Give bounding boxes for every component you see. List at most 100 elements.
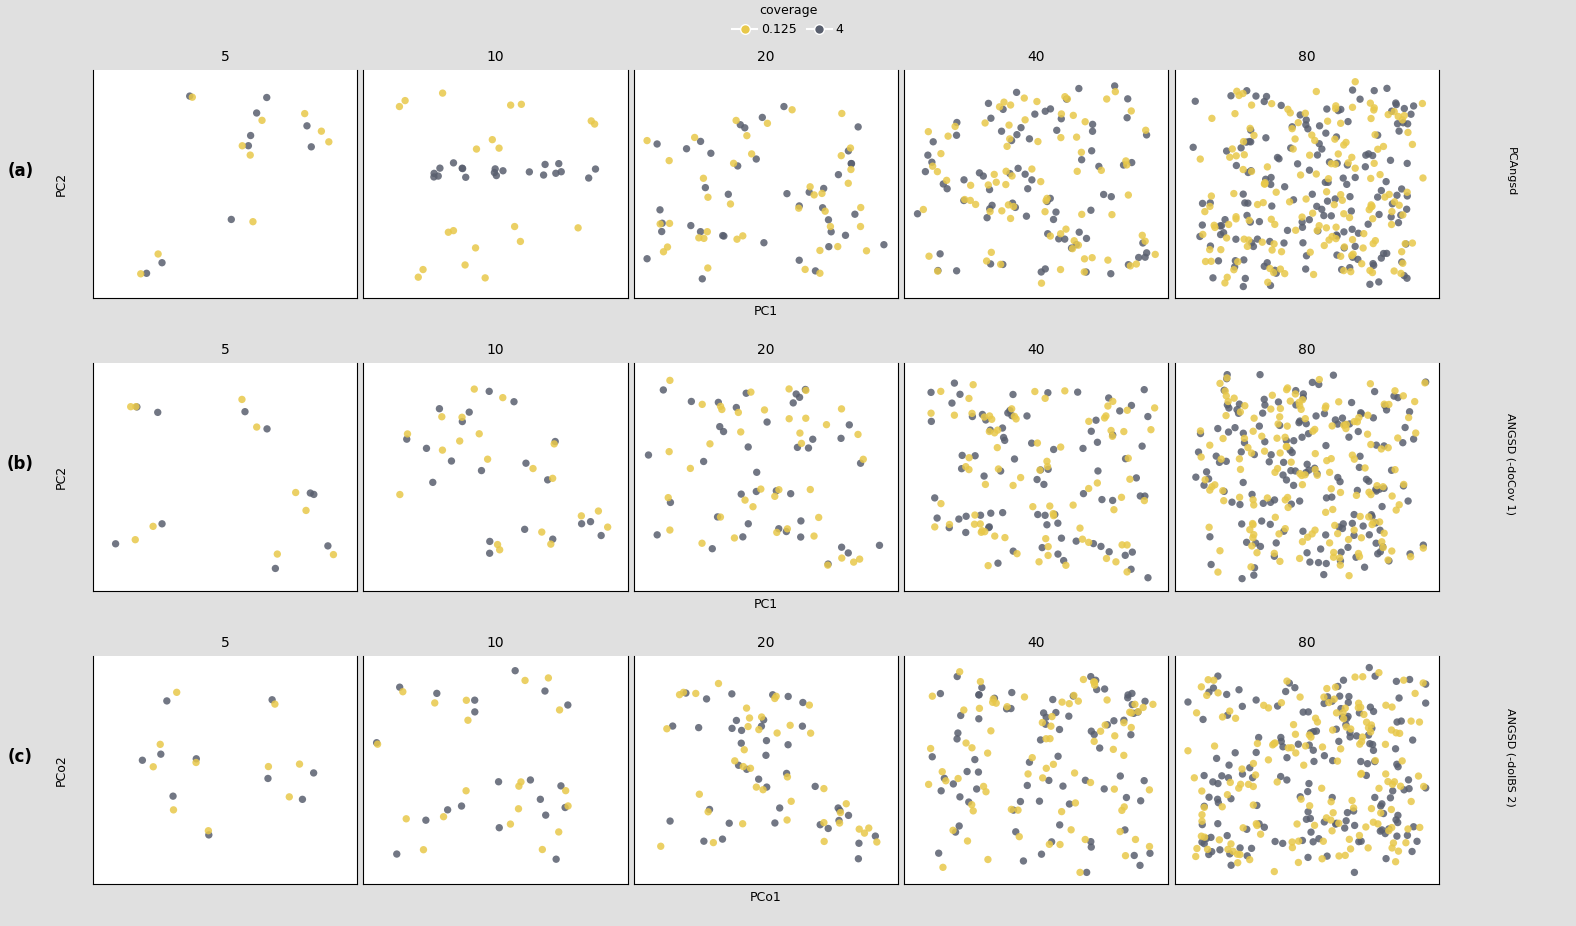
Point — [1240, 493, 1266, 507]
Point — [1303, 167, 1329, 181]
Point — [920, 134, 946, 149]
Point — [1359, 487, 1384, 502]
Point — [1062, 795, 1087, 810]
Point — [1012, 690, 1037, 705]
Point — [1392, 269, 1417, 283]
Point — [947, 664, 972, 679]
Point — [1362, 156, 1387, 170]
Point — [1327, 474, 1352, 489]
Point — [1295, 426, 1321, 441]
Point — [1228, 490, 1253, 505]
Point — [716, 187, 741, 202]
Point — [1064, 130, 1089, 144]
Point — [1196, 519, 1221, 534]
Point — [1314, 102, 1340, 117]
Point — [1218, 775, 1243, 790]
Point — [1195, 688, 1220, 703]
Point — [872, 237, 897, 252]
Point — [262, 696, 287, 711]
Point — [1015, 408, 1040, 423]
Point — [1032, 104, 1057, 119]
Text: ANGSD (-doCov 1): ANGSD (-doCov 1) — [1505, 413, 1516, 515]
Point — [161, 803, 186, 818]
Point — [947, 387, 972, 402]
Point — [834, 796, 859, 811]
Point — [1321, 368, 1346, 382]
Point — [1023, 384, 1048, 399]
Point — [1034, 518, 1059, 532]
Point — [1384, 97, 1409, 112]
Point — [1254, 275, 1280, 290]
Point — [1048, 106, 1073, 121]
Point — [983, 695, 1009, 710]
Point — [1108, 824, 1133, 839]
Point — [1228, 497, 1253, 512]
Point — [1191, 769, 1217, 783]
Point — [1395, 494, 1420, 508]
Point — [1065, 694, 1091, 708]
Point — [1363, 483, 1388, 498]
Point — [1009, 470, 1034, 485]
Point — [928, 246, 953, 261]
Point — [780, 395, 805, 410]
Point — [1384, 503, 1409, 518]
Point — [994, 699, 1020, 714]
Point — [936, 520, 961, 535]
Point — [1360, 257, 1385, 271]
Point — [1303, 84, 1329, 99]
Point — [1281, 478, 1307, 493]
Point — [1329, 249, 1354, 264]
Point — [816, 212, 842, 227]
Point — [487, 543, 512, 557]
Point — [905, 206, 930, 221]
Point — [963, 197, 988, 212]
Point — [1393, 835, 1418, 850]
Point — [1292, 411, 1318, 426]
Point — [1344, 483, 1370, 498]
Point — [1292, 468, 1318, 482]
Point — [797, 180, 823, 194]
Point — [1251, 195, 1277, 210]
Point — [1412, 375, 1437, 390]
Point — [1119, 697, 1144, 712]
Point — [1214, 389, 1239, 404]
Point — [1291, 757, 1316, 772]
Point — [657, 216, 682, 231]
Point — [1053, 232, 1078, 246]
Point — [476, 384, 501, 399]
Point — [1311, 833, 1336, 848]
Point — [1092, 682, 1117, 696]
Point — [1215, 269, 1240, 284]
Point — [1324, 228, 1349, 243]
Point — [1373, 826, 1398, 841]
Point — [1236, 165, 1261, 180]
Point — [1083, 678, 1108, 693]
Point — [1332, 206, 1357, 221]
Point — [1359, 507, 1384, 522]
Point — [1256, 455, 1281, 469]
Point — [744, 152, 769, 167]
Point — [1359, 718, 1384, 732]
Point — [1102, 502, 1127, 517]
Point — [1329, 544, 1354, 559]
Point — [916, 148, 941, 163]
Point — [1188, 680, 1214, 694]
Point — [1303, 446, 1329, 461]
Point — [1411, 96, 1436, 111]
Point — [968, 517, 993, 532]
Point — [775, 737, 801, 752]
Point — [1365, 817, 1390, 832]
Point — [1360, 199, 1385, 214]
Point — [1273, 472, 1299, 487]
Text: (c): (c) — [8, 748, 33, 766]
Point — [411, 843, 437, 857]
Point — [1076, 535, 1102, 550]
Point — [1108, 769, 1133, 783]
Point — [1239, 97, 1264, 112]
Point — [1182, 770, 1207, 785]
Point — [1272, 266, 1297, 281]
Point — [1318, 155, 1343, 169]
Point — [966, 166, 991, 181]
Point — [976, 178, 1001, 193]
Point — [1292, 262, 1318, 277]
